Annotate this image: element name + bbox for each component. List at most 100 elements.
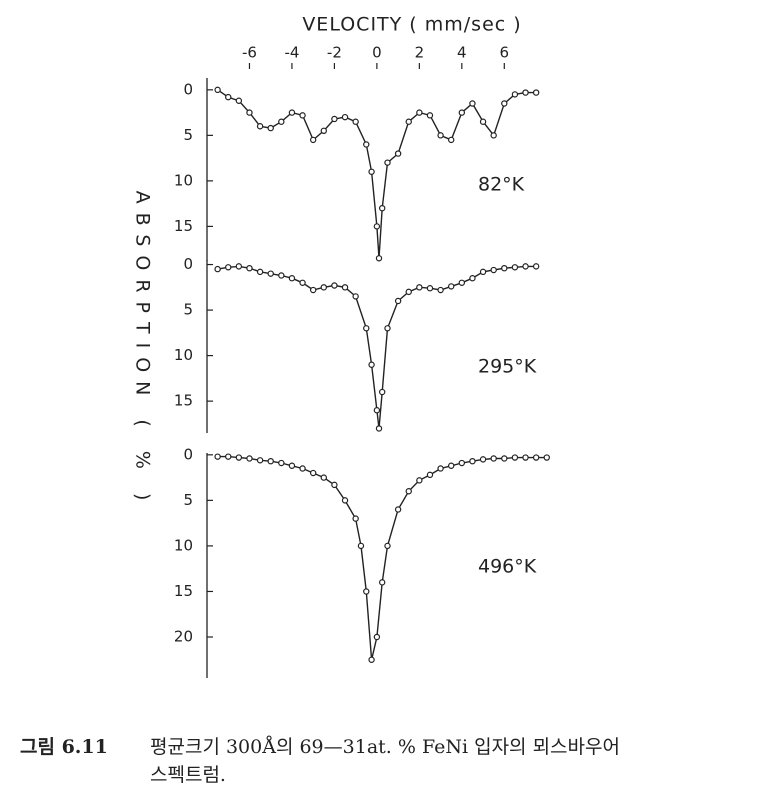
data-point xyxy=(479,456,487,463)
data-point xyxy=(256,268,264,276)
data-point xyxy=(469,457,476,465)
data-point xyxy=(368,656,375,663)
data-point xyxy=(448,136,455,144)
data-point xyxy=(299,279,306,286)
data-point xyxy=(437,465,444,472)
x-tick-label: 4 xyxy=(457,44,467,62)
data-point xyxy=(235,97,243,104)
data-point xyxy=(352,118,359,125)
y-tick-label: 15 xyxy=(174,217,193,235)
data-point xyxy=(246,264,253,272)
data-point xyxy=(267,270,274,277)
fit-line xyxy=(217,265,537,429)
data-point xyxy=(299,465,306,472)
data-point xyxy=(267,124,274,132)
data-point xyxy=(246,455,253,462)
data-point xyxy=(501,455,508,462)
data-point xyxy=(384,159,391,166)
y-tick-label: 0 xyxy=(183,255,193,273)
data-point xyxy=(331,282,338,289)
data-point xyxy=(309,136,317,144)
data-point xyxy=(394,150,402,157)
data-point xyxy=(320,127,327,135)
data-point xyxy=(299,112,306,119)
data-point xyxy=(384,542,391,550)
data-point xyxy=(426,112,434,119)
data-point xyxy=(267,457,274,465)
data-point xyxy=(490,132,497,139)
x-tick-label: 0 xyxy=(372,44,382,62)
data-point xyxy=(288,275,296,282)
data-point xyxy=(405,118,412,125)
y-axis-title: ABSORPTION ( % ) xyxy=(132,191,154,510)
data-point xyxy=(384,325,391,332)
data-point xyxy=(416,109,423,116)
y-tick-label: 0 xyxy=(183,80,193,98)
data-point xyxy=(235,263,243,270)
data-point xyxy=(394,297,402,305)
data-point xyxy=(278,118,285,125)
temperature-label: 496°K xyxy=(478,556,537,578)
data-point xyxy=(214,86,221,94)
data-point xyxy=(375,425,383,432)
data-point xyxy=(352,515,359,522)
y-tick-label: 10 xyxy=(174,536,193,554)
data-point xyxy=(256,457,264,464)
data-point xyxy=(357,542,365,550)
y-tick-label: 10 xyxy=(174,346,193,364)
data-point xyxy=(363,325,370,332)
data-point xyxy=(235,454,243,461)
data-point xyxy=(288,462,296,469)
caption-line: 스펙트럼. xyxy=(150,764,226,786)
data-point xyxy=(426,471,434,479)
data-point xyxy=(341,284,349,291)
data-point xyxy=(532,263,540,270)
x-tick-label: -6 xyxy=(242,44,257,62)
data-point xyxy=(448,283,455,290)
data-point xyxy=(522,89,529,96)
data-point xyxy=(341,497,349,504)
y-tick-label: 10 xyxy=(174,171,193,189)
data-point xyxy=(373,633,381,641)
data-point xyxy=(368,361,375,368)
temperature-label: 82°K xyxy=(478,174,525,196)
data-point xyxy=(426,285,434,292)
caption-number: 그림 6.11 xyxy=(20,736,108,758)
data-point xyxy=(373,223,381,230)
x-tick-label: -4 xyxy=(284,44,299,62)
data-point xyxy=(511,91,519,98)
x-tick-label: -2 xyxy=(327,44,342,62)
data-point xyxy=(375,255,383,262)
data-point xyxy=(363,588,370,595)
data-point xyxy=(490,266,497,274)
data-point xyxy=(320,474,327,481)
data-point xyxy=(501,100,508,107)
data-point xyxy=(214,265,221,273)
data-point xyxy=(522,263,529,270)
y-tick-label: 5 xyxy=(183,491,193,509)
fit-line xyxy=(217,89,537,259)
data-point xyxy=(469,275,476,282)
data-point xyxy=(256,123,264,130)
data-point xyxy=(378,579,386,586)
data-point xyxy=(532,454,540,461)
data-point xyxy=(490,455,497,462)
data-point xyxy=(352,293,359,300)
data-point xyxy=(225,453,232,460)
data-point xyxy=(416,284,423,291)
data-point xyxy=(368,168,375,175)
y-tick-label: 20 xyxy=(174,628,193,646)
data-point xyxy=(543,454,550,461)
temperature-label: 295°K xyxy=(478,356,537,378)
y-tick-label: 15 xyxy=(174,582,193,600)
data-point xyxy=(373,407,381,414)
y-tick-label: 5 xyxy=(183,301,193,319)
data-point xyxy=(309,469,317,477)
data-point xyxy=(416,477,423,484)
data-point xyxy=(501,264,508,272)
data-point xyxy=(363,141,370,148)
data-point xyxy=(309,286,317,294)
y-tick-label: 5 xyxy=(183,126,193,144)
data-point xyxy=(331,481,338,489)
